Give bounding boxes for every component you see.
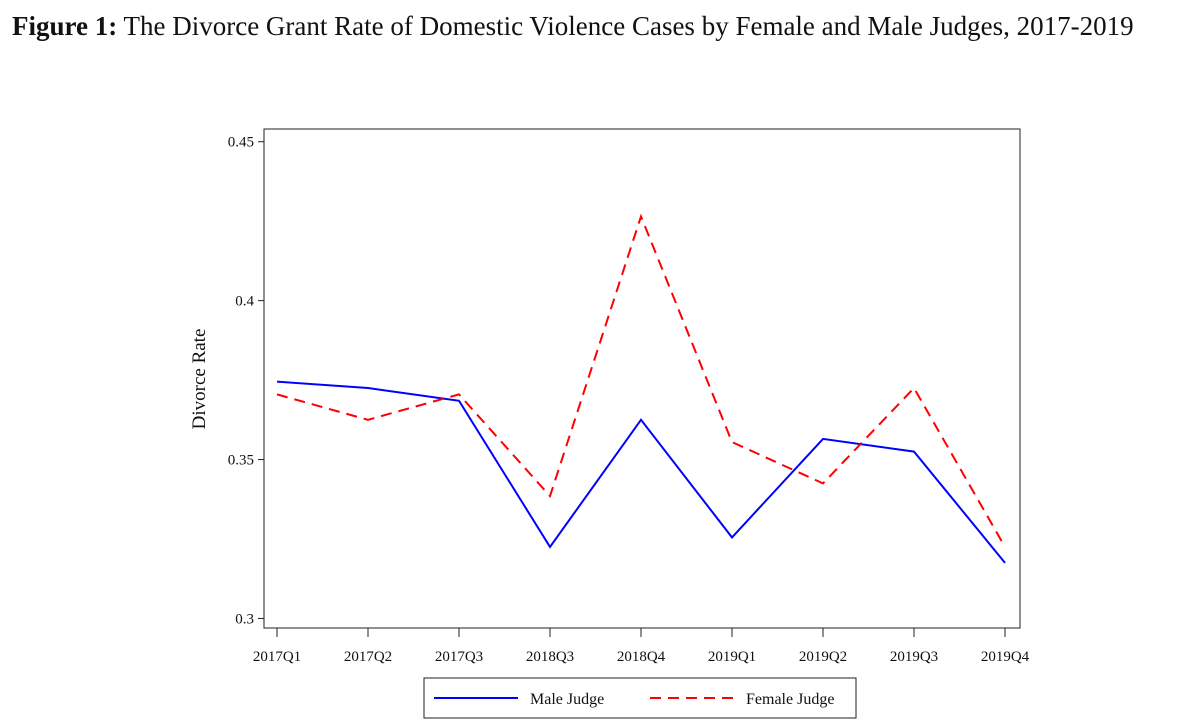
legend-label-female-judge: Female Judge — [746, 691, 834, 708]
x-axis: 2017Q1 2017Q2 2017Q3 2018Q3 2018Q4 2019Q1 2019… — [253, 628, 1030, 665]
y-tick-label: 0.3 — [235, 611, 254, 627]
legend: Male Judge Female Judge — [423, 677, 857, 719]
x-tick-label: 2018Q4 — [617, 649, 666, 665]
series-lines — [276, 213, 1006, 564]
x-tick-label: 2017Q1 — [253, 649, 301, 665]
x-tick-label: 2017Q2 — [344, 649, 392, 665]
legend-label-male-judge: Male Judge — [530, 691, 604, 708]
plot-frame — [263, 128, 1021, 629]
y-tick-label: 0.35 — [228, 453, 254, 469]
y-tick-label: 0.45 — [228, 135, 254, 151]
x-tick-label: 2019Q1 — [708, 649, 756, 665]
series-line-female-judge — [276, 213, 1006, 548]
x-tick-label: 2019Q3 — [890, 649, 938, 665]
x-tick-label: 2019Q4 — [981, 649, 1030, 665]
y-axis: 0.3 0.35 0.4 0.45 — [228, 135, 264, 627]
x-tick-label: 2019Q2 — [799, 649, 847, 665]
figure-label: Figure 1: — [12, 11, 118, 41]
y-axis-label: Divorce Rate — [189, 329, 210, 430]
figure-caption-text: The Divorce Grant Rate of Domestic Viole… — [123, 11, 1134, 41]
x-tick-label: 2017Q3 — [435, 649, 483, 665]
figure-caption: Figure 1: The Divorce Grant Rate of Dome… — [12, 8, 1192, 44]
series-line-male-judge — [276, 380, 1006, 564]
y-tick-label: 0.4 — [235, 294, 254, 310]
x-tick-label: 2018Q3 — [526, 649, 574, 665]
